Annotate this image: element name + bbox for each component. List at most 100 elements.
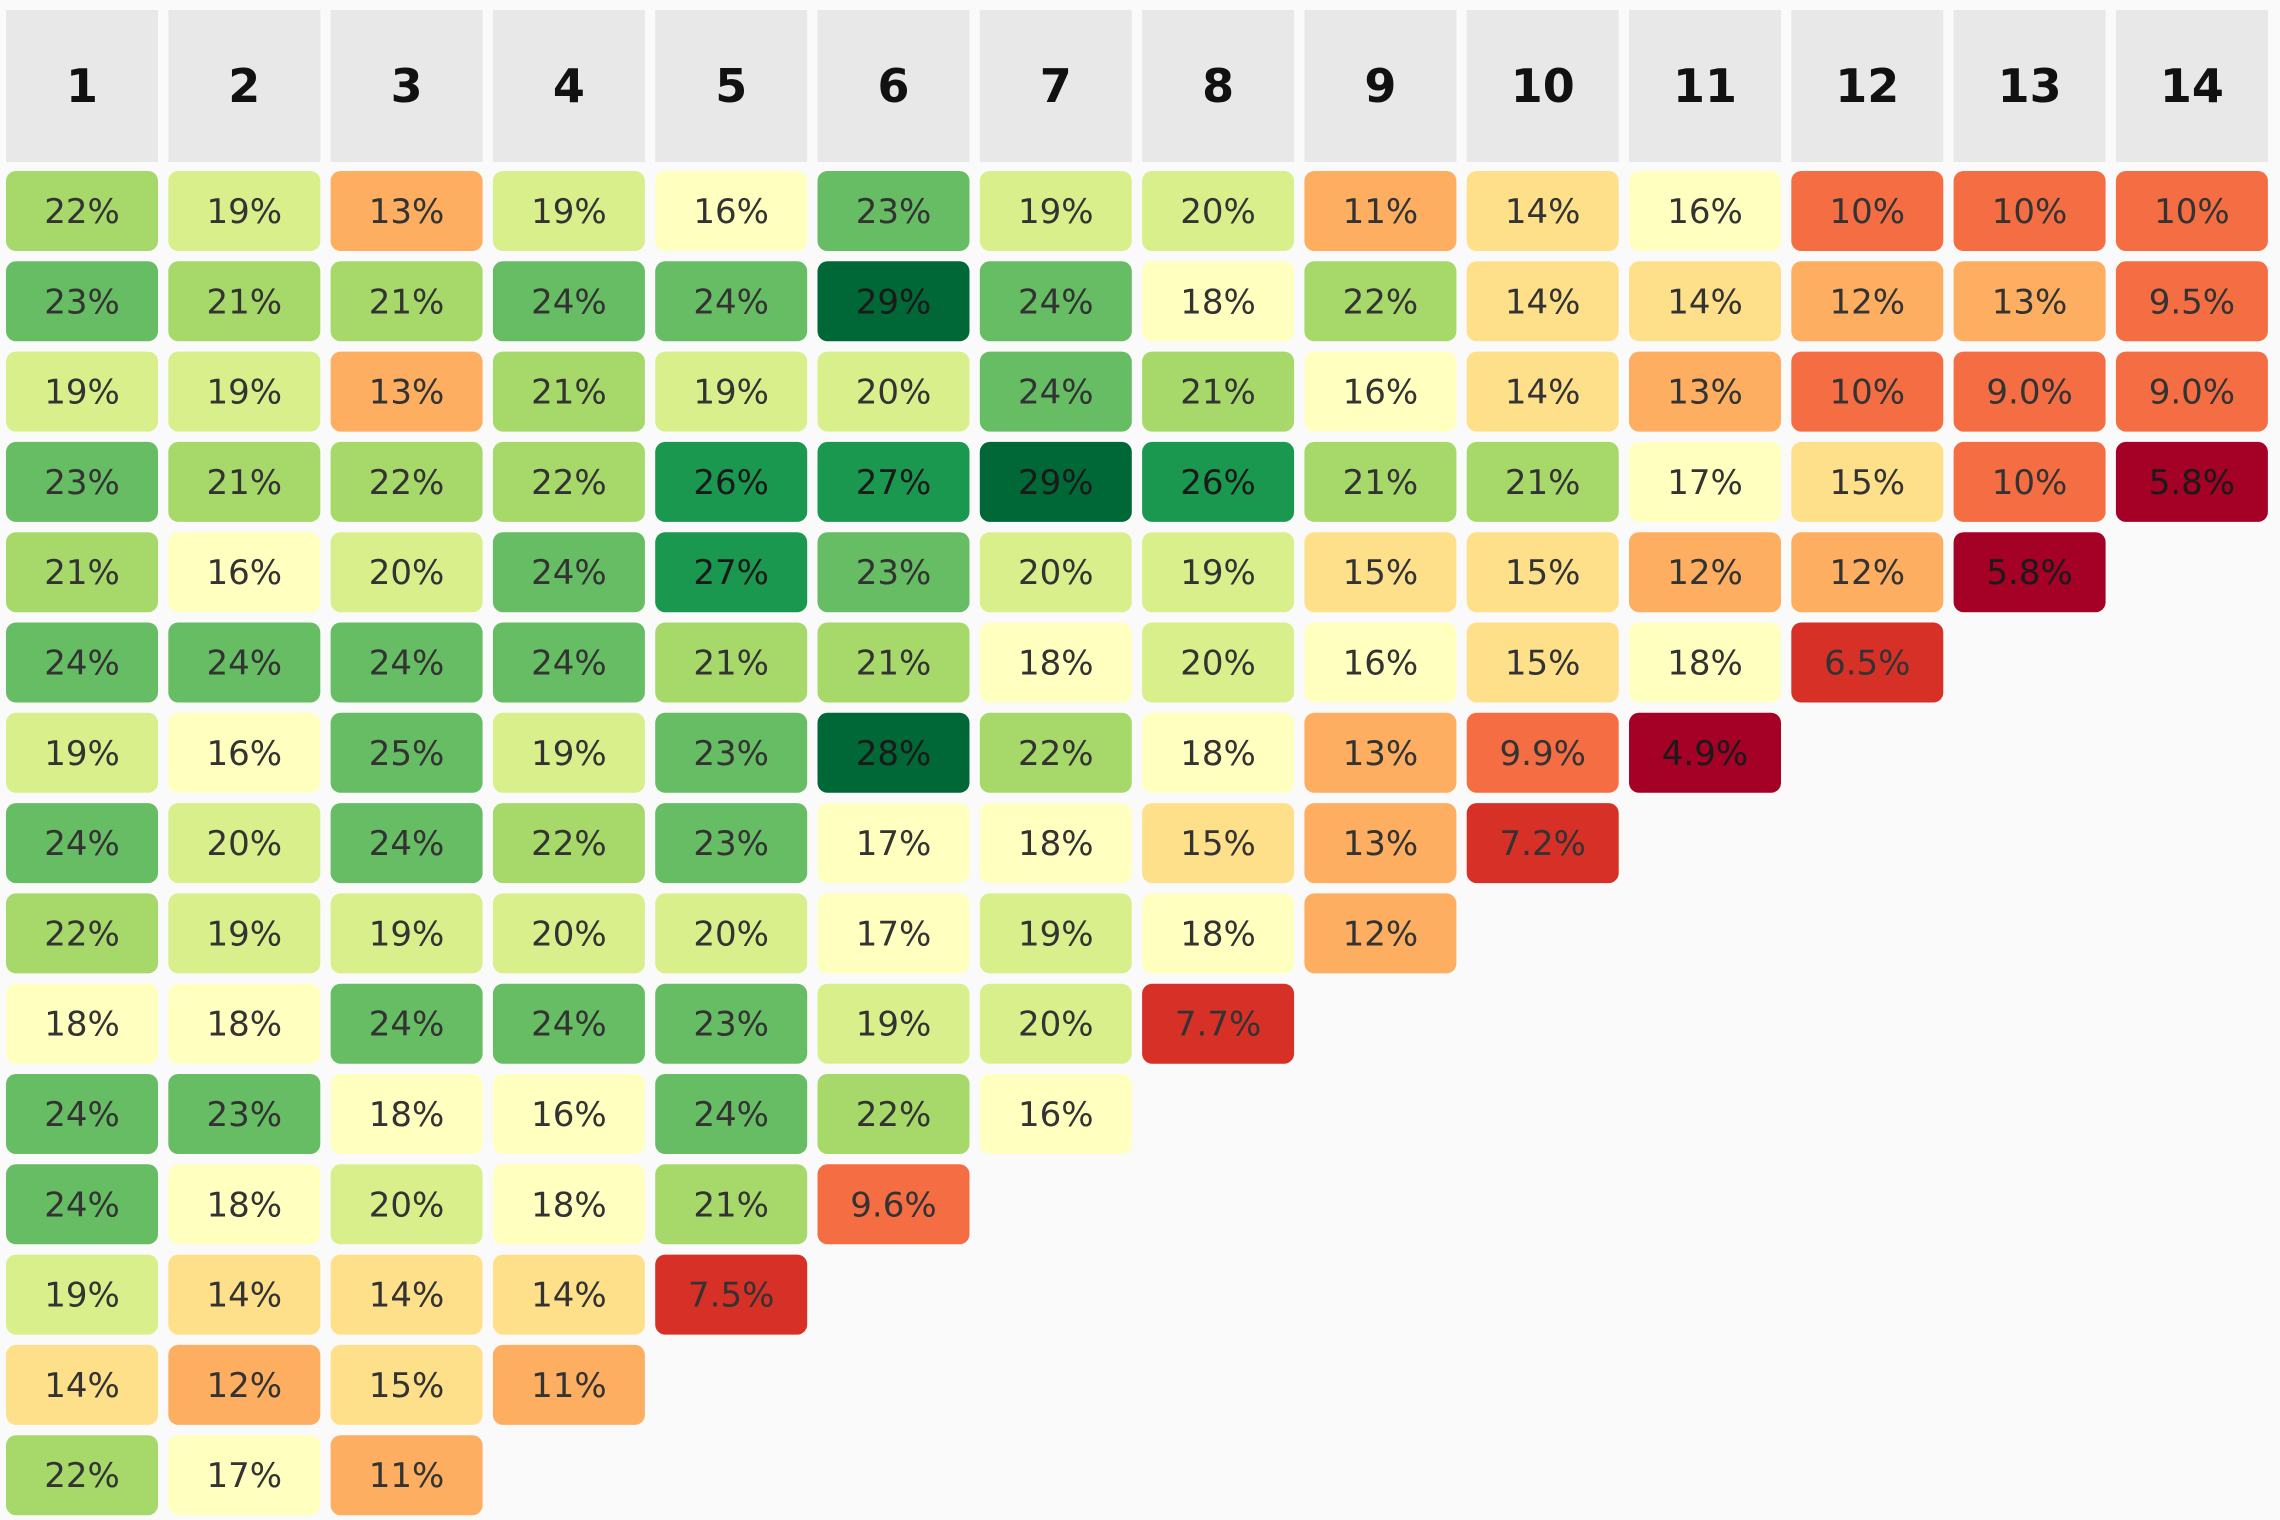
column-header-label: 14	[2160, 59, 2224, 113]
heatmap-cell: 20%	[979, 983, 1132, 1064]
heatmap-cell-rect	[6, 261, 158, 342]
heatmap-cell: 12%	[168, 1344, 321, 1425]
heatmap-cell: 15%	[1304, 532, 1457, 613]
heatmap-cell-label: 22%	[44, 192, 120, 232]
heatmap-cell: 24%	[330, 983, 483, 1064]
heatmap-cell-label: 14%	[1505, 373, 1581, 413]
column-header-label: 9	[1364, 59, 1396, 113]
heatmap-cell-label: 23%	[44, 282, 120, 322]
heatmap-cell-label: 5.8%	[2149, 463, 2235, 503]
column-header-label: 7	[1040, 59, 1072, 113]
heatmap-cell: 28%	[817, 712, 970, 793]
heatmap-cell-label: 16%	[1018, 1095, 1094, 1135]
heatmap-cell-label: 20%	[1018, 553, 1094, 593]
heatmap-row: 22% 17% 11%	[6, 1435, 483, 1516]
heatmap-cell: 10%	[1791, 351, 1944, 432]
heatmap-cell: 20%	[330, 532, 483, 613]
heatmap-cell-rect	[1953, 171, 2106, 251]
heatmap-cell: 7.2%	[1466, 803, 1619, 884]
heatmap-cell: 23%	[655, 712, 808, 793]
heatmap-cell-label: 14%	[44, 1366, 120, 1406]
heatmap-cell-rect	[168, 983, 321, 1064]
heatmap-cell: 29%	[817, 261, 970, 342]
heatmap-row: 24% 23% 18% 16% 24% 22% 16%	[6, 1074, 1132, 1154]
heatmap-cell: 20%	[655, 893, 808, 974]
heatmap-cell-rect	[1304, 712, 1457, 793]
heatmap-cell-rect	[1304, 622, 1457, 703]
heatmap-row: 19% 14% 14% 14% 7.5%	[6, 1254, 808, 1335]
heatmap-cell-label: 21%	[693, 644, 769, 684]
heatmap-cell: 18%	[1142, 712, 1295, 793]
column-header: 5	[655, 10, 808, 162]
heatmap-cell: 21%	[655, 1164, 808, 1245]
heatmap-cell-rect	[817, 803, 970, 884]
heatmap-cell-rect	[6, 1344, 158, 1425]
heatmap-row: 24% 20% 24% 22% 23% 17% 18% 15% 13% 7.2%	[6, 803, 1619, 884]
heatmap-cell-label: 18%	[1018, 644, 1094, 684]
heatmap-cell: 24%	[330, 622, 483, 703]
heatmap-cell-rect	[168, 712, 321, 793]
heatmap-cell-label: 23%	[44, 463, 120, 503]
column-header: 2	[168, 10, 321, 162]
heatmap-cell-rect	[817, 532, 970, 613]
column-header-bg	[817, 10, 970, 162]
heatmap-cell-rect	[6, 1254, 158, 1335]
heatmap-cell-label: 19%	[531, 734, 607, 774]
heatmap-cell-rect	[6, 983, 158, 1064]
column-header: 4	[492, 10, 645, 162]
heatmap-cell-rect	[1629, 532, 1781, 613]
heatmap-cell-label: 16%	[1667, 192, 1743, 232]
heatmap-cell-label: 5.8%	[1986, 553, 2072, 593]
heatmap-cell: 19%	[655, 351, 808, 432]
heatmap-cell-rect	[1466, 441, 1619, 522]
heatmap-cell-label: 13%	[369, 373, 445, 413]
heatmap-cell-label: 18%	[1667, 644, 1743, 684]
heatmap-row: 22% 19% 19% 20% 20% 17% 19% 18% 12%	[6, 893, 1457, 974]
column-header: 12	[1791, 10, 1944, 162]
heatmap-cell: 18%	[330, 1074, 483, 1154]
heatmap-cell-label: 24%	[369, 824, 445, 864]
heatmap-cell: 21%	[330, 261, 483, 342]
heatmap-cell: 16%	[1304, 622, 1457, 703]
heatmap-cell-rect	[6, 441, 158, 522]
heatmap-cell-rect	[1629, 261, 1781, 342]
heatmap-cell-label: 13%	[1343, 824, 1419, 864]
heatmap-cell-rect	[330, 171, 483, 251]
heatmap-cell-label: 23%	[856, 192, 932, 232]
heatmap-cell-rect	[2115, 441, 2268, 522]
column-header-bg	[1304, 10, 1457, 162]
heatmap-cell-label: 15%	[1180, 824, 1256, 864]
heatmap-cell-rect	[492, 893, 645, 974]
column-header-bg	[492, 10, 645, 162]
heatmap-cell-label: 10%	[1992, 463, 2068, 503]
heatmap-cell-label: 10%	[2154, 192, 2230, 232]
heatmap-cell: 12%	[1791, 532, 1944, 613]
heatmap-cell-rect	[6, 1074, 158, 1154]
heatmap-cell: 15%	[1791, 441, 1944, 522]
heatmap-cell: 16%	[1629, 171, 1781, 251]
heatmap-cell: 26%	[655, 441, 808, 522]
heatmap-cell-label: 19%	[207, 914, 283, 954]
heatmap-cell-label: 19%	[1180, 553, 1256, 593]
heatmap-cell-label: 9.9%	[1500, 734, 1586, 774]
heatmap-cell: 18%	[979, 622, 1132, 703]
heatmap-cell: 22%	[492, 441, 645, 522]
heatmap-cell-rect	[168, 803, 321, 884]
heatmap-cell-rect	[655, 893, 808, 974]
heatmap-cell-label: 9.0%	[1986, 373, 2072, 413]
heatmap-cell: 13%	[1953, 261, 2106, 342]
heatmap-cell: 24%	[492, 261, 645, 342]
heatmap-cell: 6.5%	[1791, 622, 1944, 703]
heatmap-cell: 12%	[1304, 893, 1457, 974]
heatmap-cell-label: 13%	[1992, 282, 2068, 322]
heatmap-cell: 13%	[1304, 712, 1457, 793]
heatmap-cell-label: 21%	[207, 463, 283, 503]
heatmap-cell: 5.8%	[1953, 532, 2106, 613]
heatmap-cell-label: 24%	[1018, 282, 1094, 322]
heatmap-cell: 9.0%	[2115, 351, 2268, 432]
heatmap-cell-label: 21%	[1505, 463, 1581, 503]
heatmap-cell-label: 15%	[1505, 644, 1581, 684]
heatmap-cell-label: 19%	[1018, 192, 1094, 232]
heatmap-cell-label: 7.5%	[688, 1276, 774, 1316]
heatmap-cell-label: 23%	[856, 553, 932, 593]
